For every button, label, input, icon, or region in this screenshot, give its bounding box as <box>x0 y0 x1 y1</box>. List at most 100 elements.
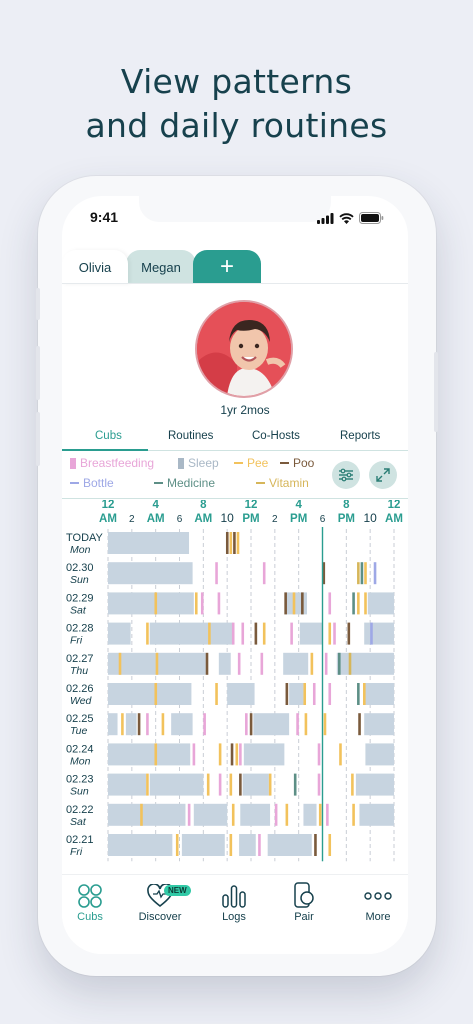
sleep-block <box>336 652 394 675</box>
tab-cubs[interactable]: Cubs <box>95 430 122 442</box>
event-mark-vitamin <box>357 562 360 585</box>
event-mark-pee <box>175 834 179 856</box>
event-mark-pee <box>292 592 296 615</box>
day-date-label: 02.28 <box>66 623 94 635</box>
sleep-block <box>108 713 118 736</box>
sleep-block <box>253 713 290 736</box>
tab-co-hosts[interactable]: Co-Hosts <box>252 430 300 442</box>
nav-cubs[interactable]: Cubs <box>62 881 120 923</box>
event-mark-breastfeeding <box>203 713 206 736</box>
profile-tab-megan[interactable]: Megan <box>126 250 196 284</box>
sleep-block <box>303 803 317 826</box>
filter-button[interactable] <box>332 461 360 489</box>
legend-swatch <box>178 457 184 469</box>
day-weekday-label: Mon <box>70 755 91 767</box>
timeline-svg: TODAYMon02.30Sun02.29Sat02.28Fri02.27Thu… <box>66 499 403 862</box>
event-mark-pee <box>154 743 158 766</box>
signal-icon <box>317 213 334 224</box>
expand-button[interactable] <box>369 461 397 489</box>
time-tick-label: 12 <box>388 500 401 511</box>
day-weekday-label: Sat <box>70 816 87 828</box>
event-mark-medicine <box>357 683 360 705</box>
event-mark-pee <box>310 652 314 675</box>
nav-label: Discover <box>138 911 182 923</box>
nav-pair[interactable]: Pair <box>274 881 334 923</box>
sleep-block <box>299 622 323 645</box>
sleep-block <box>108 834 173 856</box>
event-mark-breastfeeding <box>241 622 245 645</box>
event-mark-poo <box>347 622 351 645</box>
legend-label: Medicine <box>167 476 216 490</box>
event-mark-pee <box>121 713 124 736</box>
event-mark-poo <box>358 713 361 736</box>
event-mark-pee <box>285 803 289 826</box>
more-icon <box>364 892 392 900</box>
event-mark-poo <box>225 532 229 554</box>
profile-tab-label: Olivia <box>78 259 112 275</box>
time-tick-label: 6 <box>320 514 326 525</box>
event-mark-pee <box>364 562 367 585</box>
event-mark-breastfeeding <box>312 683 316 705</box>
event-mark-poo <box>254 622 258 645</box>
event-mark-bottle <box>373 562 377 585</box>
event-mark-breastfeeding <box>290 622 293 645</box>
legend-item-pee: Pee <box>234 456 268 470</box>
event-mark-breastfeeding <box>317 743 321 766</box>
baby-photo <box>197 302 291 396</box>
event-mark-pee <box>146 773 149 796</box>
sleep-block <box>149 622 234 645</box>
event-mark-pee <box>364 592 367 615</box>
add-profile-button[interactable]: + <box>193 250 261 284</box>
sleep-block <box>218 652 231 675</box>
event-mark-pee <box>262 622 266 645</box>
time-tick-label: 8 <box>200 500 207 511</box>
legend-swatch <box>280 462 289 464</box>
nav-discover[interactable]: Discover NEW <box>130 881 191 923</box>
sleep-block <box>108 803 186 826</box>
sleep-block <box>193 803 228 826</box>
wifi-icon <box>339 213 354 224</box>
event-mark-breastfeeding <box>296 713 299 736</box>
nav-label: Logs <box>222 911 246 923</box>
sleep-block <box>108 743 191 766</box>
time-tick-label: AM <box>99 513 117 525</box>
avatar[interactable] <box>195 300 293 398</box>
sleep-block <box>365 743 394 766</box>
event-mark-breastfeeding <box>260 652 264 675</box>
status-time: 9:41 <box>90 209 119 225</box>
time-tick-label: 10 <box>363 511 377 525</box>
cubs-icon <box>78 884 102 908</box>
event-mark-pee <box>304 713 308 736</box>
day-weekday-label: Sun <box>70 574 89 586</box>
legend-label: Breastfeeding <box>80 456 155 470</box>
day-weekday-label: Sat <box>70 604 87 616</box>
profile-tab-olivia[interactable]: Olivia <box>62 250 128 284</box>
day-weekday-label: Sun <box>70 786 89 798</box>
phone-side-button <box>36 412 40 466</box>
event-mark-medicine <box>337 652 341 675</box>
event-mark-medicine <box>352 592 355 615</box>
event-mark-pee <box>208 622 211 645</box>
legend-swatch <box>70 457 76 469</box>
phone-power-button <box>434 352 438 432</box>
sleep-block <box>181 834 225 856</box>
event-mark-pee <box>229 834 233 856</box>
day-weekday-label: Fri <box>70 635 83 647</box>
nav-more[interactable]: More <box>348 881 408 923</box>
event-mark-pee <box>363 683 366 705</box>
day-weekday-label: Tue <box>70 725 87 737</box>
time-tick-label: 6 <box>177 514 183 525</box>
event-mark-poo <box>205 652 209 675</box>
legend-item-medicine: Medicine <box>154 476 215 490</box>
event-mark-breastfeeding <box>237 652 241 675</box>
nav-logs[interactable]: Logs <box>204 881 264 923</box>
time-tick-label: PM <box>290 513 307 525</box>
pair-icon <box>294 882 314 908</box>
event-mark-medicine <box>293 773 297 796</box>
sleep-block <box>367 592 394 615</box>
tab-reports[interactable]: Reports <box>340 430 381 442</box>
tab-routines[interactable]: Routines <box>168 430 214 442</box>
event-mark-poo <box>285 683 289 705</box>
day-date-label: 02.22 <box>66 804 94 816</box>
sleep-block <box>149 773 204 796</box>
